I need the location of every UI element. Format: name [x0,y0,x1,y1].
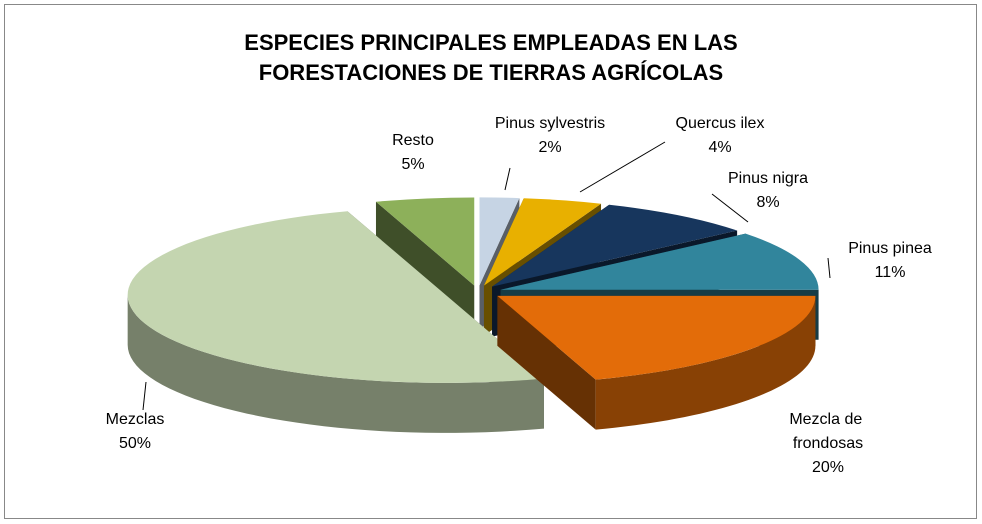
slice-top [375,197,475,286]
slice-top [483,198,602,286]
slice-top [127,211,544,383]
slice-value-label: 2% [538,139,561,156]
chart-title: ESPECIES PRINCIPALES EMPLEADAS EN LAS [244,30,737,55]
slice-wall [127,294,544,433]
slice-label: Mezclas [106,411,165,428]
slice-label: Pinus pinea [848,240,932,257]
slice-value-label: 50% [119,435,151,452]
slice-value-label: 8% [756,194,779,211]
slice-value-label: 11% [875,264,906,281]
slice-label: Resto [392,132,434,149]
slice-top [479,197,520,286]
slice-value-label: 5% [401,156,424,173]
chart-title: FORESTACIONES DE TIERRAS AGRÍCOLAS [259,60,723,85]
slice-value-label: 4% [708,139,731,156]
slice-label: Quercus ilex [676,115,765,132]
slice [127,211,544,433]
leader-lines [142,141,831,411]
slice-side [497,295,596,430]
slice [497,295,816,430]
slice-value-label: 20% [812,459,844,476]
slice-label: Pinus sylvestris [495,115,605,132]
slice-top [492,204,738,287]
slice-label: Pinus nigra [728,170,808,187]
slice-wall [595,295,816,430]
pie [127,197,819,433]
slice-top [500,233,819,290]
slice-label: Mezcla de frondosas [789,411,866,452]
slice-top [497,295,816,380]
